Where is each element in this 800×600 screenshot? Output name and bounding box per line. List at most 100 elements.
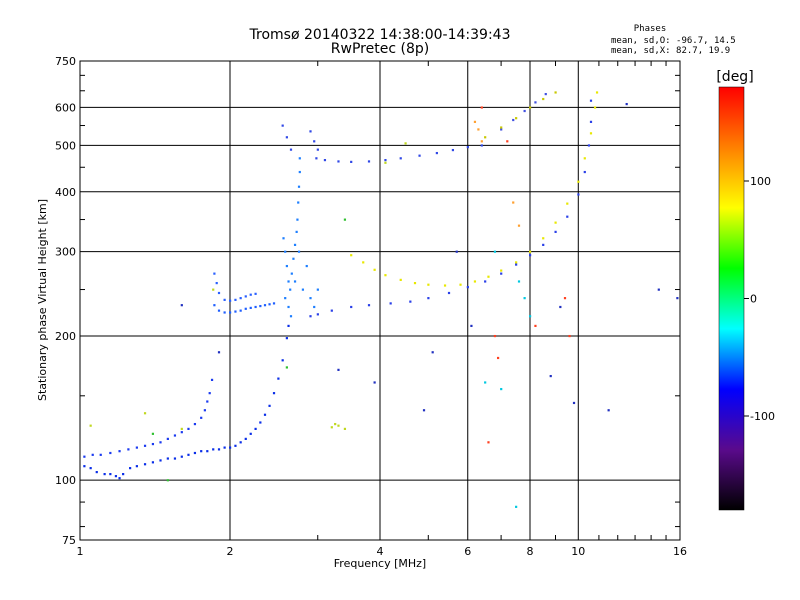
- data-point: [217, 448, 221, 451]
- data-point: [180, 304, 183, 307]
- data-point: [208, 392, 211, 395]
- x-tick-label: 4: [377, 545, 384, 558]
- data-point: [309, 130, 312, 133]
- data-point: [296, 218, 299, 221]
- data-point: [180, 455, 183, 458]
- data-point: [99, 453, 102, 456]
- data-point: [493, 250, 497, 253]
- data-point: [234, 298, 237, 301]
- chart-subtitle: RwPretec (8p): [331, 41, 429, 57]
- data-point: [239, 297, 242, 300]
- data-point: [193, 422, 197, 426]
- data-point: [316, 148, 319, 151]
- data-point: [577, 193, 580, 196]
- data-point: [263, 304, 267, 307]
- data-point: [542, 243, 545, 246]
- data-point: [473, 120, 477, 123]
- y-tick-label: 750: [55, 55, 76, 68]
- x-axis-label: Frequency [MHz]: [334, 557, 426, 570]
- data-point: [534, 101, 537, 104]
- data-point: [577, 180, 580, 183]
- data-point: [259, 421, 262, 424]
- y-tick-label: 100: [55, 474, 76, 487]
- data-point: [212, 288, 215, 291]
- data-point: [173, 457, 177, 460]
- data-point: [517, 224, 521, 227]
- data-point: [484, 381, 487, 384]
- data-point: [298, 170, 301, 174]
- data-point: [422, 409, 426, 412]
- data-point: [281, 359, 284, 362]
- data-point: [384, 161, 387, 164]
- data-point: [95, 470, 98, 474]
- x-tick-label: 8: [527, 545, 534, 558]
- data-point: [244, 307, 247, 310]
- data-point: [515, 117, 518, 120]
- data-point: [484, 136, 487, 139]
- data-point: [272, 392, 276, 395]
- colorbar-ticks: 100 0 -100: [744, 175, 775, 423]
- data-point: [143, 444, 147, 447]
- x-tick-label: 1: [77, 545, 84, 558]
- data-point: [316, 313, 319, 316]
- data-point: [217, 309, 221, 312]
- stats-line-x: mean, sd,X: 82.7, 19.9: [611, 46, 730, 56]
- data-point: [143, 463, 147, 466]
- data-point: [459, 283, 462, 286]
- data-point: [285, 264, 288, 268]
- data-point: [466, 146, 469, 149]
- data-point: [200, 450, 203, 453]
- data-point: [287, 305, 290, 309]
- data-point: [166, 479, 169, 482]
- data-point: [362, 261, 365, 264]
- data-point: [285, 366, 288, 369]
- data-point: [118, 477, 121, 480]
- colorbar: [718, 86, 745, 511]
- data-point: [284, 297, 287, 300]
- data-point: [373, 268, 376, 271]
- data-point: [229, 311, 232, 314]
- data-point: [210, 378, 214, 381]
- data-point: [254, 427, 257, 431]
- data-point: [166, 457, 169, 460]
- data-point: [566, 215, 569, 218]
- data-point: [343, 427, 347, 431]
- data-point: [566, 202, 569, 205]
- data-point: [285, 337, 288, 340]
- data-point: [549, 374, 552, 378]
- data-point: [287, 280, 290, 283]
- data-point: [367, 160, 371, 163]
- data-point: [180, 427, 183, 431]
- data-point: [427, 283, 430, 286]
- data-point: [259, 304, 262, 308]
- data-point: [290, 272, 293, 275]
- data-point: [447, 291, 451, 295]
- y-tick-label: 200: [55, 330, 76, 343]
- data-point: [234, 310, 237, 313]
- data-point: [203, 409, 206, 412]
- data-point: [135, 446, 138, 449]
- data-point: [213, 272, 216, 275]
- chart-title: Tromsø 20140322 14:38:00-14:39:43: [249, 27, 511, 43]
- colorbar-tick-label: 100: [750, 175, 771, 188]
- data-point: [554, 230, 557, 233]
- data-point: [595, 91, 599, 94]
- data-point: [173, 434, 177, 437]
- data-point: [334, 422, 337, 426]
- data-point: [249, 293, 252, 296]
- data-point: [480, 106, 483, 109]
- data-point: [254, 292, 257, 295]
- data-point: [213, 304, 216, 307]
- data-point: [91, 453, 94, 456]
- data-point: [515, 263, 518, 266]
- data-point: [399, 278, 402, 281]
- data-point: [554, 91, 557, 94]
- data-point: [542, 237, 545, 240]
- data-point: [517, 280, 521, 283]
- data-point: [435, 151, 438, 155]
- data-point: [122, 473, 125, 476]
- data-point: [587, 144, 591, 147]
- data-point: [114, 475, 118, 478]
- data-point: [409, 300, 412, 303]
